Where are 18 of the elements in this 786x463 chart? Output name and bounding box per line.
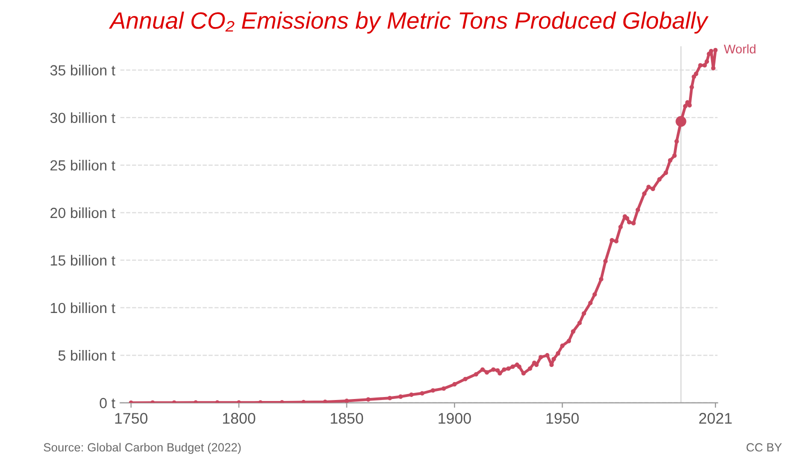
y-tick-label: 10 billion t — [50, 302, 116, 314]
x-tick-label: 1850 — [330, 412, 364, 424]
y-tick-label: 30 billion t — [50, 112, 116, 124]
x-tick-label: 1750 — [115, 412, 148, 424]
y-tick-label: 25 billion t — [50, 160, 116, 171]
series-label: World — [724, 44, 756, 54]
source-note: Source: Global Carbon Budget (2022) — [44, 442, 241, 454]
x-tick-label: 1950 — [546, 412, 579, 424]
x-tick-label: 1800 — [223, 412, 256, 424]
y-tick-label: 5 billion t — [58, 350, 116, 361]
text: CC BY — [746, 443, 782, 452]
y-tick-label: 35 billion t — [50, 64, 116, 76]
y-tick-label: 15 billion t — [50, 254, 116, 266]
x-tick-label: 2021 — [699, 412, 732, 424]
y-tick-label: 20 billion t — [50, 207, 116, 218]
chart-title: Annual CO₂ Emissions by Metric Tons Produced Globally — [108, 12, 709, 34]
y-tick-label: 0 t — [100, 398, 116, 408]
x-tick-label: 1900 — [438, 412, 471, 424]
